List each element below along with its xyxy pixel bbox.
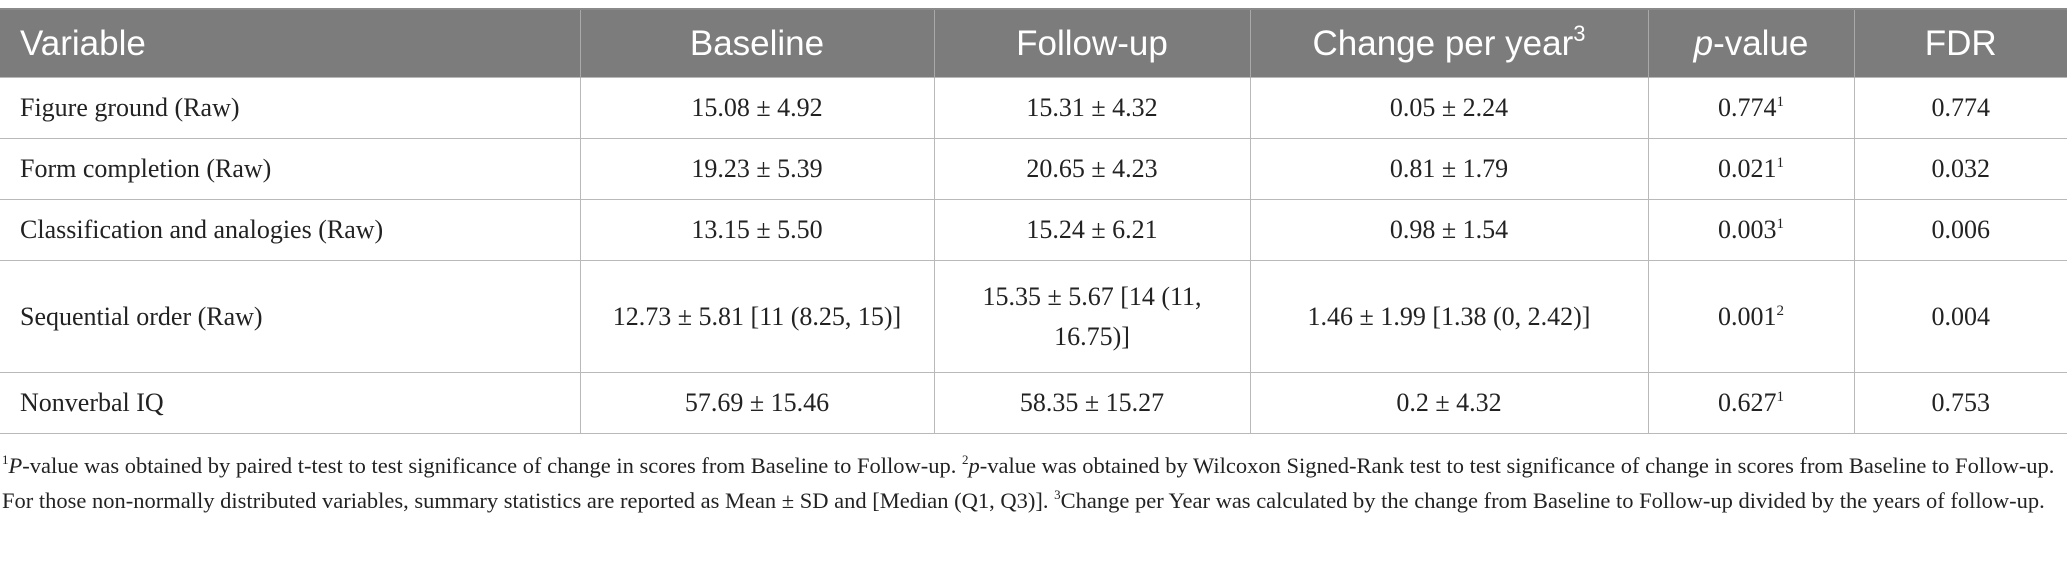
table-row: Sequential order (Raw) 12.73 ± 5.81 [11 … — [0, 260, 2067, 373]
cell-variable: Nonverbal IQ — [0, 372, 580, 434]
footnote-3-text: Change per Year was calculated by the ch… — [1060, 488, 2045, 513]
header-pvalue-italic: p — [1693, 23, 1714, 63]
cell-baseline: 13.15 ± 5.50 — [579, 199, 934, 261]
cell-variable: Classification and analogies (Raw) — [0, 199, 580, 261]
cell-variable: Figure ground (Raw) — [0, 77, 580, 139]
header-row: Variable Baseline Follow-up Change per y… — [0, 9, 2067, 78]
cell-followup: 20.65 ± 4.23 — [933, 138, 1250, 200]
cell-followup: 15.35 ± 5.67 [14 (11, 16.75)] — [933, 260, 1250, 373]
table-row: Figure ground (Raw) 15.08 ± 4.92 15.31 ±… — [0, 77, 2067, 139]
cell-change: 0.98 ± 1.54 — [1249, 199, 1648, 261]
header-followup-label: Follow-up — [1016, 23, 1168, 63]
cell-baseline: 12.73 ± 5.81 [11 (8.25, 15)] — [579, 260, 934, 373]
footnote-3-mark: 3 — [1054, 487, 1061, 502]
table-footnotes: 1P-value was obtained by paired t-test t… — [2, 448, 2062, 518]
cell-fdr: 0.004 — [1853, 260, 2067, 373]
pvalue-footnote-mark: 1 — [1776, 155, 1785, 171]
cell-change: 1.46 ± 1.99 [1.38 (0, 2.42)] — [1249, 260, 1648, 373]
cell-followup: 15.31 ± 4.32 — [933, 77, 1250, 139]
pvalue-footnote-mark: 1 — [1776, 94, 1785, 110]
pvalue-text: 0.627 — [1718, 388, 1777, 417]
cell-variable: Form completion (Raw) — [0, 138, 580, 200]
footnote-1-italic: P — [8, 453, 23, 478]
cell-fdr: 0.774 — [1853, 77, 2067, 139]
footnote-1-mark: 1 — [2, 452, 9, 467]
cell-fdr: 0.032 — [1853, 138, 2067, 200]
header-variable: Variable — [0, 9, 580, 78]
cell-fdr: 0.753 — [1853, 372, 2067, 434]
header-baseline: Baseline — [579, 9, 934, 78]
pvalue-text: 0.774 — [1718, 93, 1777, 122]
footnote-2-mark: 2 — [962, 452, 969, 467]
header-fdr-label: FDR — [1924, 23, 1997, 63]
results-table-container: Variable Baseline Follow-up Change per y… — [0, 8, 2067, 434]
table-row: Form completion (Raw) 19.23 ± 5.39 20.65… — [0, 138, 2067, 200]
pvalue-footnote-mark: 2 — [1776, 302, 1785, 319]
cell-variable: Sequential order (Raw) — [0, 260, 580, 373]
header-variable-label: Variable — [20, 23, 146, 63]
header-change-label: Change per year — [1312, 23, 1574, 63]
cell-pvalue: 0.0012 — [1647, 260, 1854, 373]
header-pvalue-label: -value — [1713, 23, 1809, 63]
header-change-footnote-mark: 3 — [1573, 20, 1586, 46]
cell-followup: 15.24 ± 6.21 — [933, 199, 1250, 261]
table-body: Figure ground (Raw) 15.08 ± 4.92 15.31 ±… — [0, 77, 2067, 434]
cell-change: 0.81 ± 1.79 — [1249, 138, 1648, 200]
cell-pvalue: 0.0211 — [1647, 138, 1854, 200]
cell-followup: 58.35 ± 15.27 — [933, 372, 1250, 434]
cell-fdr: 0.006 — [1853, 199, 2067, 261]
footnote-1-text: -value was obtained by paired t-test to … — [22, 453, 962, 478]
footnote-2-text: -value was obtained by Wilcoxon Signed-R… — [2, 453, 2055, 513]
header-fdr: FDR — [1853, 9, 2067, 78]
results-table: Variable Baseline Follow-up Change per y… — [0, 8, 2067, 434]
pvalue-text: 0.021 — [1718, 154, 1777, 183]
cell-pvalue: 0.6271 — [1647, 372, 1854, 434]
cell-baseline: 15.08 ± 4.92 — [579, 77, 934, 139]
pvalue-text: 0.003 — [1718, 215, 1777, 244]
cell-baseline: 19.23 ± 5.39 — [579, 138, 934, 200]
cell-pvalue: 0.0031 — [1647, 199, 1854, 261]
table-row: Classification and analogies (Raw) 13.15… — [0, 199, 2067, 261]
cell-change: 0.2 ± 4.32 — [1249, 372, 1648, 434]
header-change-per-year: Change per year3 — [1249, 9, 1648, 78]
pvalue-text: 0.001 — [1718, 301, 1777, 331]
cell-pvalue: 0.7741 — [1647, 77, 1854, 139]
header-followup: Follow-up — [933, 9, 1250, 78]
cell-change: 0.05 ± 2.24 — [1249, 77, 1648, 139]
footnote-2-italic: p — [968, 453, 980, 478]
pvalue-footnote-mark: 1 — [1776, 216, 1785, 232]
pvalue-footnote-mark: 1 — [1776, 389, 1785, 405]
header-baseline-label: Baseline — [689, 23, 825, 63]
table-header: Variable Baseline Follow-up Change per y… — [0, 9, 2067, 78]
header-pvalue: p-value — [1647, 9, 1854, 78]
table-row: Nonverbal IQ 57.69 ± 15.46 58.35 ± 15.27… — [0, 372, 2067, 434]
cell-baseline: 57.69 ± 15.46 — [579, 372, 934, 434]
